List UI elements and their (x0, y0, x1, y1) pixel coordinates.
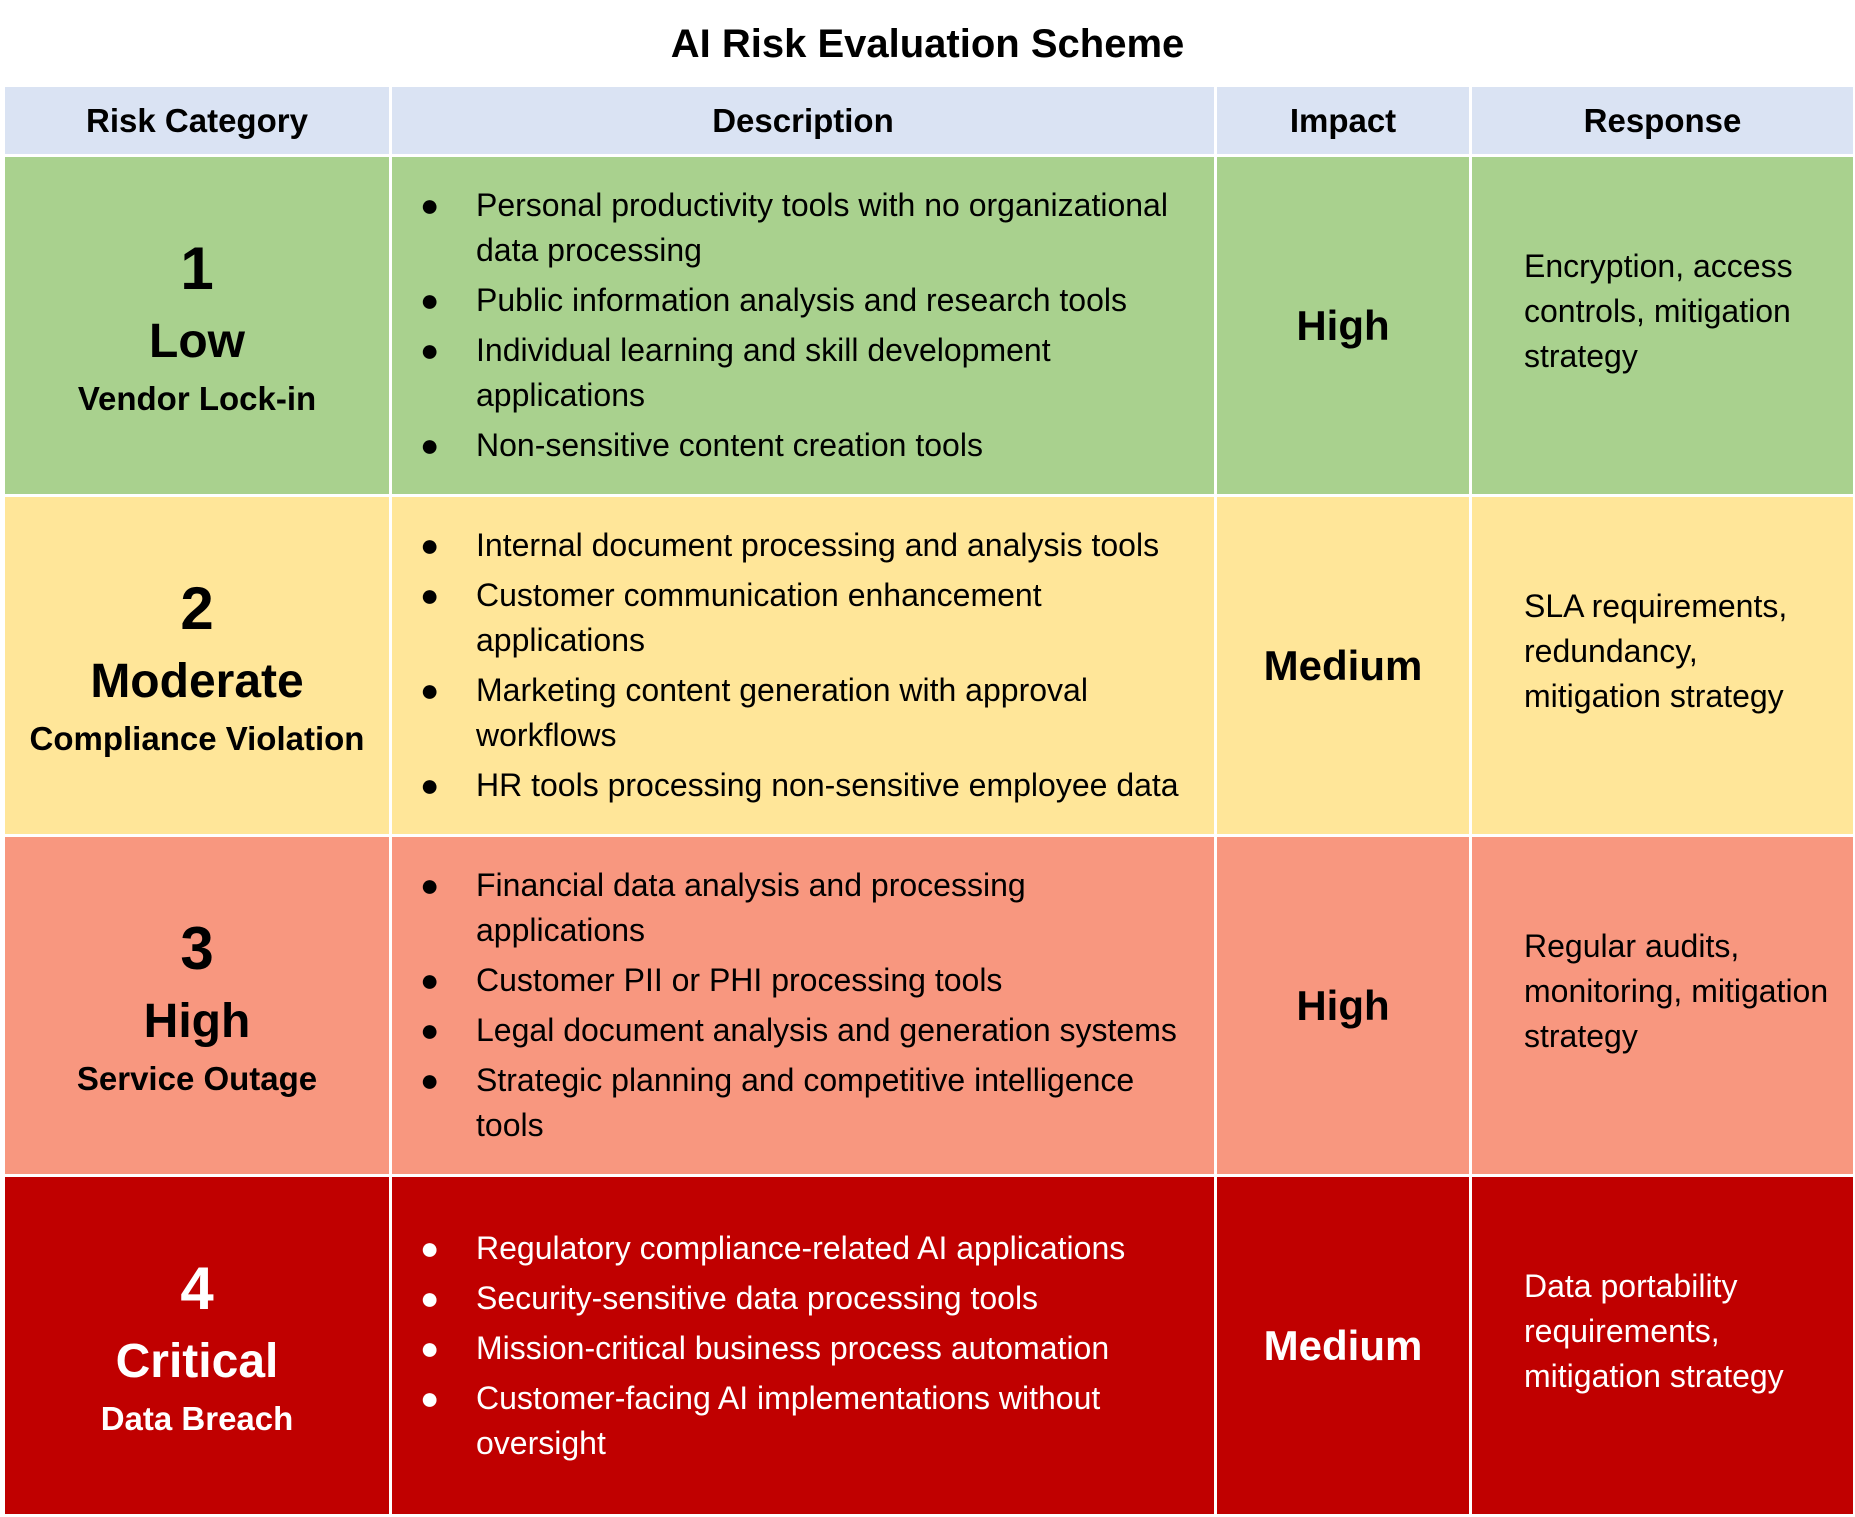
risk-type: Service Outage (76, 1059, 318, 1097)
list-item: ● Non-sensitive content creation tools (420, 427, 983, 463)
risk-category-cell: 3 High Service Outage (2, 834, 392, 1177)
list-item: ● Customer communication enhancement appl… (420, 577, 1042, 658)
list-item: ● Security-sensitive data processing tool… (420, 1279, 1039, 1316)
impact-cell: High (1214, 154, 1472, 497)
risk-type: Data Breach (100, 1399, 294, 1437)
list-item: ● Personal productivity tools with no org… (420, 187, 1168, 268)
list-item: ● HR tools processing non-sensitive emplo… (420, 767, 1179, 803)
list-item: ● Customer PII or PHI processing tools (420, 962, 1003, 998)
response-text: Regular audits, monitoring, mitigation s… (1524, 928, 1829, 1054)
risk-level-name: Low (149, 314, 245, 368)
impact-value: High (1296, 981, 1390, 1029)
description-list: ● Regulatory compliance-related AI applic… (392, 1215, 1214, 1477)
table-row-moderate: 2 Moderate Compliance Violation ● Interna… (2, 494, 1855, 837)
bullet-icon: ● (420, 332, 440, 368)
description-cell: ● Regulatory compliance-related AI applic… (389, 1174, 1217, 1517)
risk-level-name: High (143, 994, 251, 1048)
risk-category-cell: 1 Low Vendor Lock-in (2, 154, 392, 497)
bullet-icon: ● (420, 767, 440, 803)
bullet-icon: ● (420, 1279, 440, 1316)
risk-evaluation-table: Risk Category Description Impact Respons… (2, 84, 1855, 1517)
description-list: ● Financial data analysis and processing … (392, 852, 1214, 1159)
bullet-icon: ● (420, 867, 440, 903)
risk-level-number: 4 (180, 1254, 214, 1322)
response-cell: SLA requirements, redundancy, mitigation… (1469, 494, 1855, 837)
page-title: AI Risk Evaluation Scheme (670, 21, 1185, 66)
response-cell: Data portability requirements, mitigatio… (1469, 1174, 1855, 1517)
response-cell: Encryption, access controls, mitigation … (1469, 154, 1855, 497)
risk-level-number: 2 (180, 574, 214, 642)
response-text: Data portability requirements, mitigatio… (1524, 1268, 1784, 1394)
impact-cell: High (1214, 834, 1472, 1177)
description-cell: ● Financial data analysis and processing … (389, 834, 1217, 1177)
table-header-row: Risk Category Description Impact Respons… (2, 84, 1855, 157)
risk-type: Compliance Violation (29, 719, 365, 757)
list-item: ● Legal document analysis and generation … (420, 1012, 1177, 1048)
bullet-icon: ● (420, 427, 440, 463)
bullet-icon: ● (420, 962, 440, 998)
risk-category-cell: 2 Moderate Compliance Violation (2, 494, 392, 837)
table-row-critical: 4 Critical Data Breach ● Regulatory compl… (2, 1174, 1855, 1517)
risk-level-number: 3 (180, 914, 214, 982)
risk-level-name: Moderate (90, 654, 304, 708)
list-item: ● Financial data analysis and processing … (420, 867, 1026, 948)
bullet-icon: ● (420, 577, 440, 613)
bullet-icon: ● (420, 187, 440, 223)
column-header-impact: Impact (1214, 84, 1472, 157)
bullet-icon: ● (420, 282, 440, 318)
column-header-risk-category: Risk Category (2, 84, 392, 157)
impact-cell: Medium (1214, 1174, 1472, 1517)
list-item: ● Individual learning and skill developme… (420, 332, 1051, 413)
list-item: ● Customer-facing AI implementations with… (420, 1379, 1101, 1461)
bullet-icon: ● (420, 672, 440, 708)
table-row-high: 3 High Service Outage ● Financial data an… (2, 834, 1855, 1177)
response-text: SLA requirements, redundancy, mitigation… (1524, 588, 1788, 714)
risk-type: Vendor Lock-in (77, 379, 317, 417)
list-item: ● Regulatory compliance-related AI applic… (420, 1229, 1126, 1266)
impact-cell: Medium (1214, 494, 1472, 837)
description-cell: ● Internal document processing and analys… (389, 494, 1217, 837)
response-cell: Regular audits, monitoring, mitigation s… (1469, 834, 1855, 1177)
description-list: ● Internal document processing and analys… (392, 512, 1214, 819)
risk-level-number: 1 (180, 234, 214, 302)
impact-value: Medium (1263, 1321, 1423, 1369)
bullet-icon: ● (420, 1379, 440, 1416)
description-list: ● Personal productivity tools with no org… (392, 172, 1214, 479)
list-item: ● Internal document processing and analys… (420, 527, 1160, 563)
bullet-icon: ● (420, 1229, 440, 1266)
column-header-description: Description (389, 84, 1217, 157)
risk-category-cell: 4 Critical Data Breach (2, 1174, 392, 1517)
impact-value: High (1296, 301, 1390, 349)
bullet-icon: ● (420, 1012, 440, 1048)
risk-level-name: Critical (115, 1334, 279, 1388)
list-item: ● Mission-critical business process autom… (420, 1329, 1110, 1366)
list-item: ● Strategic planning and competitive inte… (420, 1062, 1135, 1143)
response-text: Encryption, access controls, mitigation … (1524, 248, 1793, 374)
list-item: ● Public information analysis and researc… (420, 282, 1127, 318)
bullet-icon: ● (420, 1329, 440, 1366)
description-cell: ● Personal productivity tools with no org… (389, 154, 1217, 497)
bullet-icon: ● (420, 527, 440, 563)
impact-value: Medium (1263, 641, 1423, 689)
column-header-response: Response (1469, 84, 1855, 157)
list-item: ● Marketing content generation with appro… (420, 672, 1088, 753)
bullet-icon: ● (420, 1062, 440, 1098)
table-row-low: 1 Low Vendor Lock-in ● Personal productiv… (2, 154, 1855, 497)
